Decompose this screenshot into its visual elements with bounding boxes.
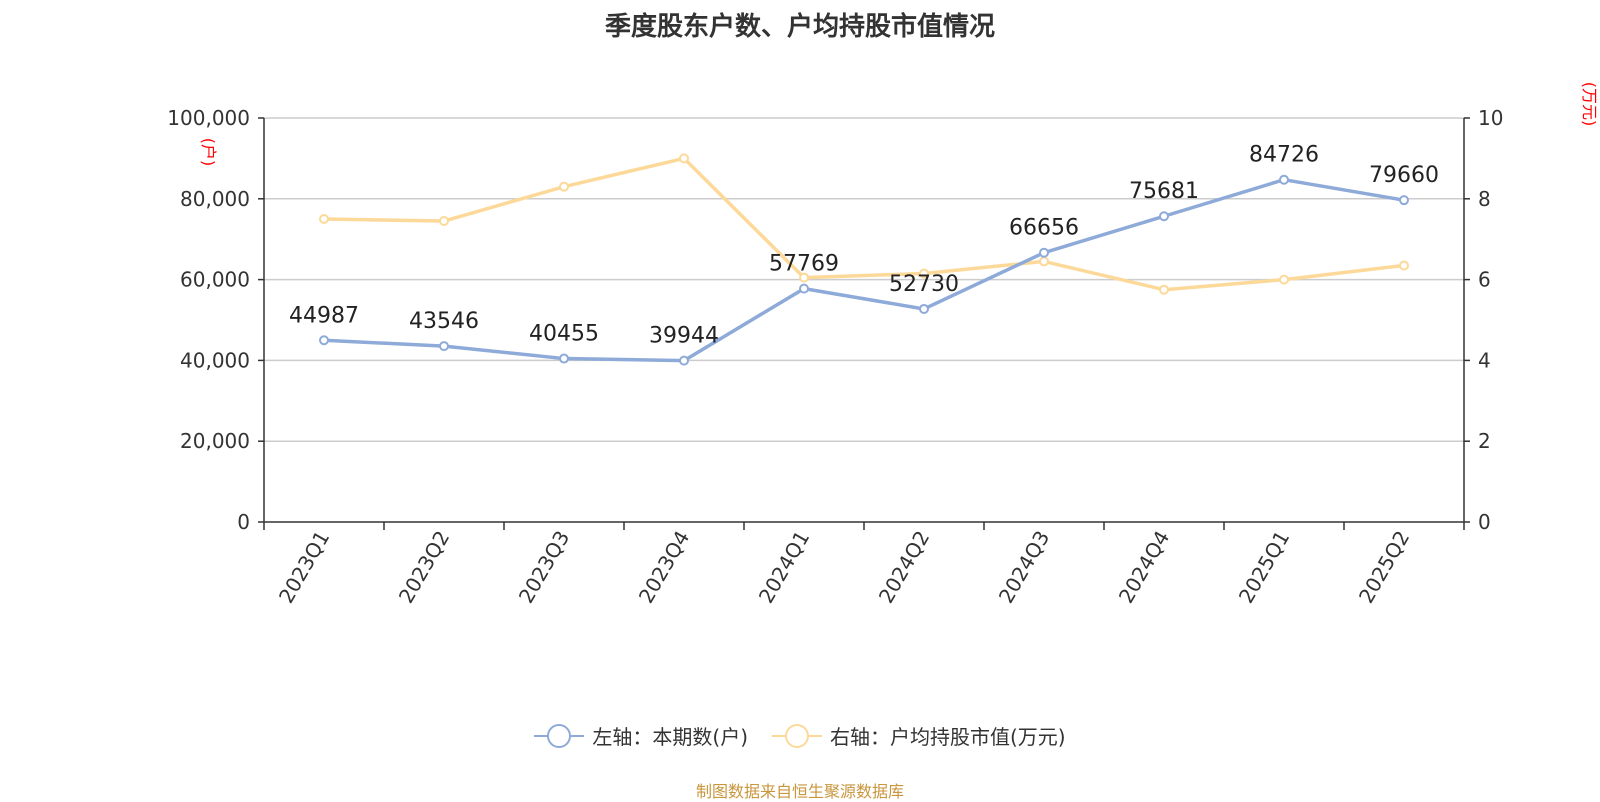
legend-label-avg-value: 右轴：户均持股市值(万元)	[830, 725, 1066, 749]
x-axis-tick-label: 2024Q1	[754, 527, 814, 608]
data-point	[319, 335, 329, 346]
right-axis-tick-label: 0	[1478, 510, 1491, 534]
x-axis-tick-label: 2024Q2	[874, 527, 934, 608]
x-axis-tick-label: 2023Q2	[394, 527, 454, 608]
data-label: 52730	[889, 272, 959, 297]
data-point	[319, 214, 329, 224]
data-point	[919, 268, 929, 279]
data-label: 66656	[1009, 216, 1079, 241]
legend-label-holders: 左轴：本期数(户)	[592, 725, 748, 749]
legend-item-avg-value[interactable]: 右轴：户均持股市值(万元)	[772, 721, 1066, 750]
right-axis-tick-label: 10	[1478, 106, 1503, 130]
chart-title: 季度股东户数、户均持股市值情况	[604, 12, 995, 42]
legend-swatch-avg-value-icon	[772, 723, 822, 748]
right-axis-tick-label: 6	[1478, 268, 1491, 292]
data-point	[1279, 274, 1289, 285]
x-axis-tick-label: 2023Q4	[634, 527, 694, 608]
data-point	[679, 355, 689, 366]
left-axis-tick-label: 80,000	[180, 187, 250, 211]
x-axis-tick-label: 2024Q4	[1114, 527, 1174, 608]
x-axis-tick-label: 2024Q3	[994, 527, 1054, 608]
data-label: 44987	[289, 303, 359, 328]
left-axis-unit-label: (户)	[199, 138, 218, 167]
series-line	[323, 177, 1405, 363]
data-point	[1159, 284, 1169, 295]
data-label: 39944	[649, 324, 719, 349]
x-axis-tick-label: 2025Q2	[1354, 527, 1414, 608]
data-point	[799, 283, 809, 294]
data-point	[1039, 247, 1049, 258]
right-axis-tick-label: 4	[1478, 348, 1491, 372]
data-point	[799, 272, 809, 283]
legend-item-holders[interactable]: 左轴：本期数(户)	[534, 721, 748, 750]
data-label: 84726	[1249, 143, 1319, 168]
x-axis-tick-label: 2025Q1	[1234, 527, 1294, 608]
data-point	[1159, 211, 1169, 222]
left-axis-tick-label: 0	[237, 510, 250, 534]
data-label: 43546	[409, 309, 479, 334]
data-point	[1399, 260, 1409, 271]
data-point	[679, 153, 689, 164]
data-point	[559, 181, 569, 192]
x-axis-tick-label: 2023Q1	[274, 527, 334, 608]
right-axis-tick-label: 8	[1478, 187, 1491, 211]
right-axis-unit-label: (万元)	[1580, 82, 1599, 127]
right-axis-tick-label: 2	[1478, 429, 1491, 453]
source-note: 制图数据来自恒生聚源数据库	[695, 782, 904, 801]
data-label: 57769	[769, 252, 839, 277]
data-label: 79660	[1369, 163, 1439, 188]
left-axis-tick-label: 40,000	[180, 348, 250, 372]
left-axis-tick-label: 100,000	[167, 106, 250, 130]
left-axis-tick-label: 60,000	[180, 268, 250, 292]
series-line	[323, 156, 1405, 292]
data-label: 75681	[1129, 179, 1199, 204]
legend-swatch-holders-icon	[534, 723, 585, 748]
data-point	[439, 216, 449, 227]
left-axis-tick-label: 20,000	[180, 429, 250, 453]
data-point	[919, 303, 929, 314]
data-point	[1399, 195, 1409, 206]
data-point	[559, 353, 569, 364]
x-axis-tick-label: 2023Q3	[514, 527, 574, 608]
data-label: 40455	[529, 322, 599, 347]
data-point	[1279, 174, 1289, 185]
data-point	[1039, 256, 1049, 267]
data-point	[439, 341, 449, 352]
chart-legend: 左轴：本期数(户) 右轴：户均持股市值(万元)	[0, 721, 1600, 750]
